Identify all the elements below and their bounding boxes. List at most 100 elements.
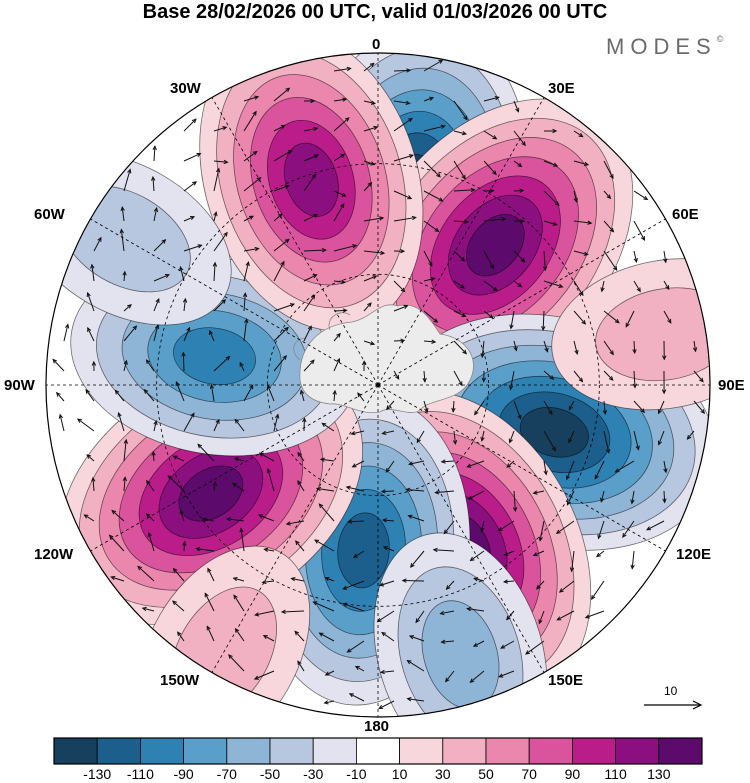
wind-arrow-head (444, 677, 450, 683)
wind-arrow (180, 509, 185, 522)
wind-arrow (273, 150, 293, 162)
wind-arrow (325, 670, 335, 676)
wind-arrow-head (336, 332, 341, 338)
colorbar-tick-label: -30 (303, 766, 324, 782)
wind-arrow (92, 477, 95, 492)
wind-arrow-head (204, 592, 209, 598)
wind-arrow (167, 475, 185, 492)
wind-arrow-head (503, 551, 509, 556)
wind-arrow (123, 439, 127, 462)
wind-arrow-head (132, 325, 138, 331)
wind-arrow (333, 244, 357, 252)
wind-arrow (63, 324, 69, 342)
wind-arrow (206, 626, 215, 642)
wind-arrow (633, 190, 648, 200)
wind-arrow (467, 460, 485, 468)
map-title: Base 28/02/2026 00 UTC, valid 01/03/2026… (142, 1, 608, 23)
wind-arrow (183, 244, 202, 252)
wind-arrow-head (436, 172, 441, 178)
wind-arrow (500, 640, 515, 649)
wind-arrow (504, 580, 515, 583)
wind-arrow-head (172, 600, 177, 606)
wind-arrow-head (342, 97, 348, 102)
wind-arrow (441, 460, 455, 463)
wind-arrow-head (310, 98, 316, 104)
wind-arrow-head (201, 517, 207, 522)
wind-arrow (543, 190, 560, 206)
wind-arrow-head (501, 216, 507, 222)
wind-arrow (381, 490, 395, 493)
wind-arrow-head (342, 602, 348, 607)
wind-arrow-head (633, 257, 638, 263)
contour-level (466, 213, 525, 277)
colorbar-tick-label: 70 (521, 766, 537, 782)
wind-arrow (393, 370, 400, 380)
wind-arrow-head (151, 175, 156, 181)
wind-arrow (152, 451, 155, 462)
wind-arrow-head (252, 150, 258, 156)
wind-arrow-head (584, 614, 590, 619)
wind-arrow (542, 310, 545, 330)
wind-arrow-head (232, 482, 238, 488)
colorbar-swatch (399, 737, 444, 765)
wind-arrow (317, 488, 335, 492)
wind-arrow-head (351, 463, 357, 468)
wind-arrow-head (536, 584, 541, 590)
wind-arrow (324, 700, 335, 704)
wind-arrow (121, 207, 125, 222)
wind-arrow-head (432, 547, 438, 553)
colorbar-tick-label: 50 (478, 766, 494, 782)
wind-arrow (663, 310, 672, 324)
wind-arrow (443, 520, 455, 534)
wind-arrow (386, 400, 395, 410)
wind-arrow (473, 640, 485, 647)
wind-arrow (603, 340, 614, 355)
wind-arrow-head (274, 413, 280, 419)
wind-arrow (123, 477, 126, 492)
wind-arrow-head (380, 489, 386, 494)
wind-arrow (693, 370, 704, 382)
wind-arrow-head (579, 291, 584, 297)
wind-arrow (273, 327, 289, 342)
wind-arrow (543, 280, 563, 288)
wind-arrow (693, 400, 705, 414)
colorbar-tick-label: -110 (126, 766, 154, 782)
wind-arrow-head (657, 409, 662, 415)
wind-arrow (352, 460, 365, 468)
wind-arrow-head (692, 347, 698, 353)
wind-arrow-head (233, 594, 238, 600)
wind-arrow-head (239, 527, 244, 533)
wind-arrow (196, 548, 215, 552)
wind-arrow-head (370, 100, 377, 105)
wind-arrow-head (506, 463, 512, 468)
wind-arrow (603, 430, 610, 453)
wind-arrow-head (297, 660, 302, 666)
wind-arrow (513, 100, 519, 112)
lon-label-30w: 30W (170, 80, 201, 97)
wind-arrow (533, 490, 545, 494)
latitude-circle (156, 163, 600, 607)
wind-arrow (183, 153, 201, 162)
wind-arrow (543, 460, 547, 475)
wind-arrow (85, 389, 95, 402)
wind-arrow (213, 160, 228, 163)
wind-arrow (281, 610, 305, 613)
vector-reference-value: 10 (664, 684, 678, 698)
wind-arrow (209, 330, 215, 342)
wind-arrow (87, 327, 95, 342)
wind-arrow (153, 239, 166, 252)
wind-arrow-head (600, 497, 605, 503)
wind-arrow (543, 250, 546, 271)
wind-arrow-head (209, 329, 214, 335)
graticule (46, 53, 710, 717)
wind-arrow (333, 358, 340, 372)
wind-arrow (228, 654, 245, 672)
wind-arrow (407, 698, 425, 702)
wind-arrow (177, 631, 185, 642)
wind-arrow (533, 550, 545, 556)
colorbar-tick-label: 30 (435, 766, 451, 782)
lon-label-30e: 30E (548, 80, 575, 97)
wind-arrow-head (434, 490, 440, 495)
wind-arrow-head (558, 283, 564, 288)
wind-arrow (423, 277, 435, 282)
